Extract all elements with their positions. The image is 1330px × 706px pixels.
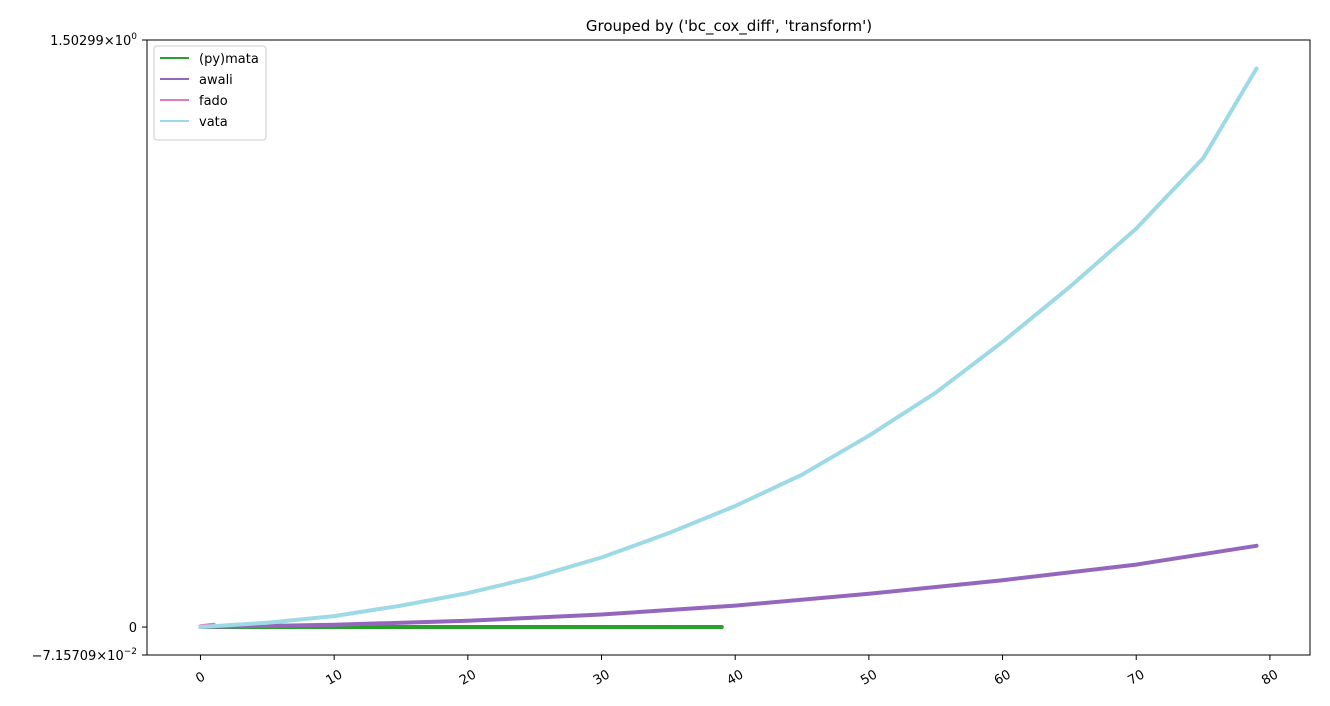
x-axis: 0 10 20 30 40 50 60 70 80: [193, 655, 1281, 689]
x-tick-label-2: 20: [457, 667, 479, 688]
y-axis: 1.50299×100 0 −7.15709×10−2: [32, 32, 147, 664]
series-line-1: [198, 543, 1259, 629]
y-tick-label-0: 1.50299×100: [50, 32, 137, 49]
x-tick-label-3: 30: [591, 667, 613, 688]
legend-label-1: awali: [199, 73, 233, 88]
legend-box: [153, 45, 267, 141]
legend-label-3: vata: [199, 115, 228, 130]
legend-label-2: fado: [199, 94, 228, 109]
series-line-3: [198, 66, 1259, 629]
x-tick-label-7: 70: [1126, 667, 1148, 688]
x-tick-label-6: 60: [992, 667, 1014, 688]
x-tick-label-1: 10: [323, 667, 345, 688]
chart-title: Grouped by ('bc_cox_diff', 'transform'): [586, 17, 872, 36]
x-tick-label-5: 50: [858, 667, 880, 688]
x-tick-label-0: 0: [193, 669, 208, 686]
legend-label-0: (py)mata: [199, 52, 259, 67]
x-tick-label-8: 80: [1259, 667, 1281, 688]
legend: (py)mata awali fado vata: [153, 45, 267, 141]
series-layer: [198, 66, 1259, 629]
y-tick-label-1: 0: [129, 621, 137, 636]
x-tick-label-4: 40: [725, 667, 747, 688]
y-tick-label-2: −7.15709×10−2: [32, 647, 137, 664]
plot-frame: [146, 39, 1311, 656]
